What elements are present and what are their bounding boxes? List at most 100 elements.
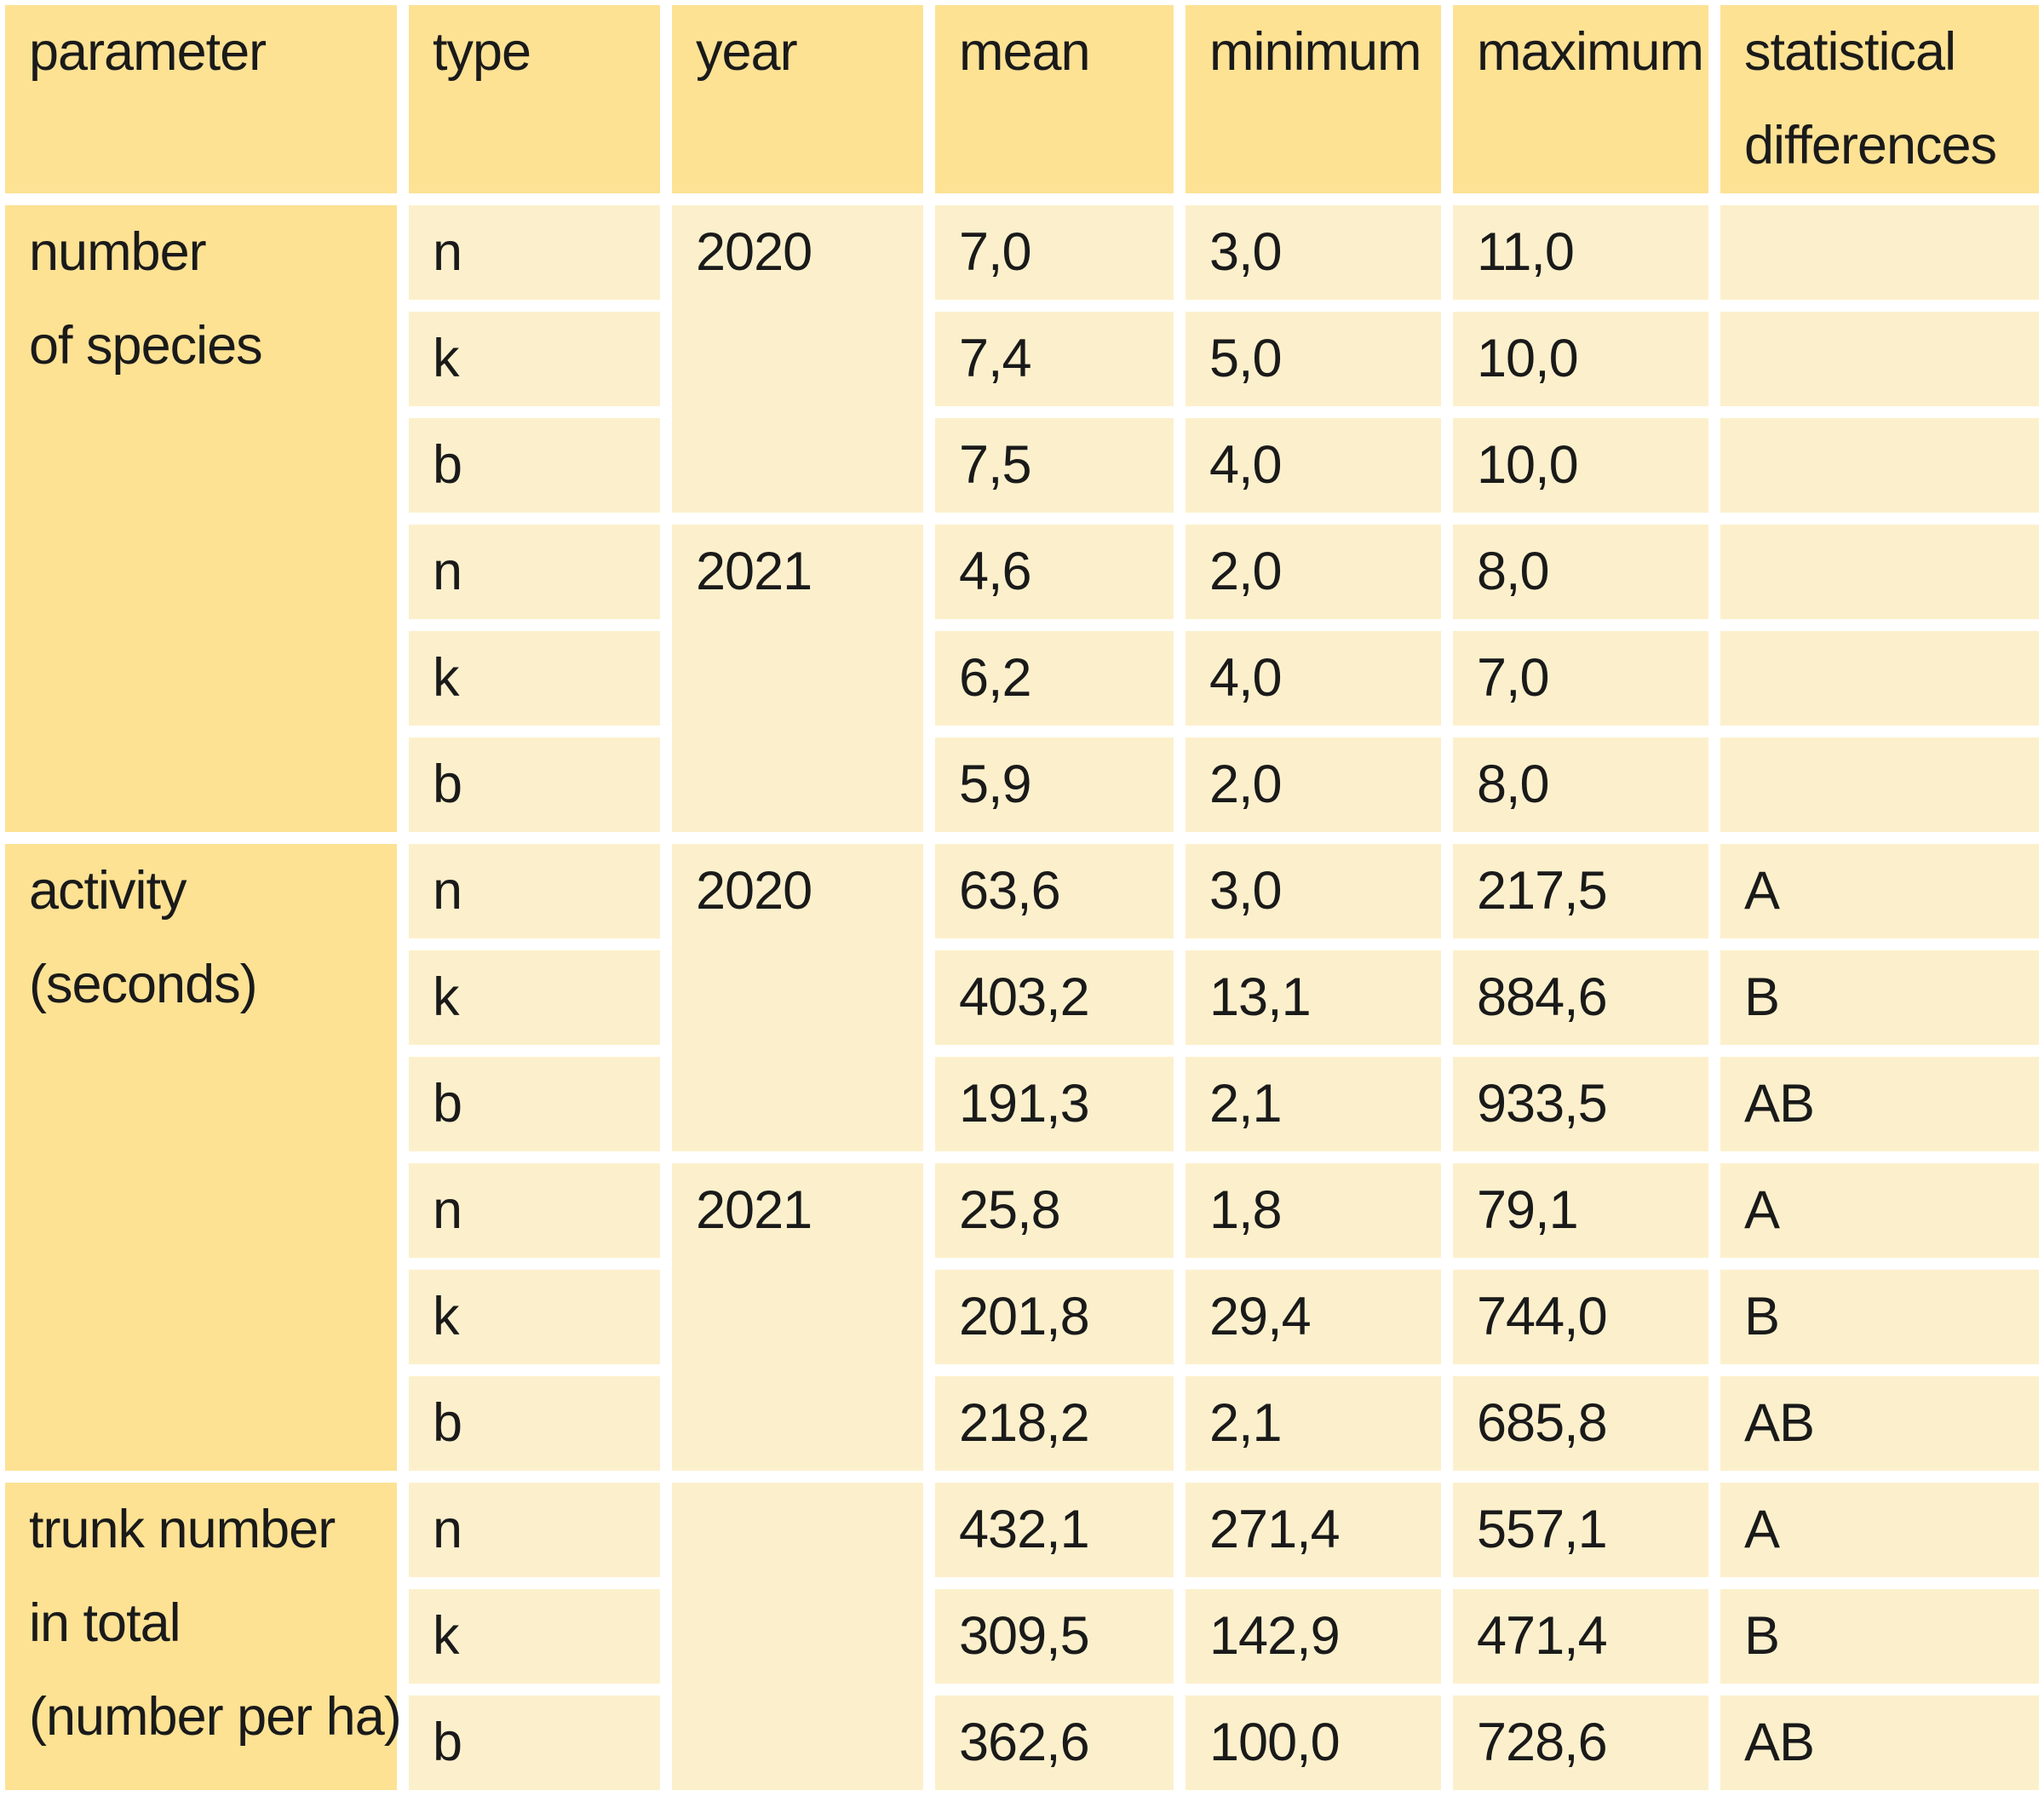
mean-cell: 191,3 [935, 1056, 1174, 1151]
header-cell-minimum: minimum [1186, 5, 1441, 193]
maximum-cell: 933,5 [1453, 1056, 1708, 1151]
table-row: k 6,2 4,0 7,0 [5, 630, 2039, 726]
type-cell: n [409, 1482, 660, 1577]
table-row: k 403,2 13,1 884,6 B [5, 950, 2039, 1045]
mean-cell: 7,4 [935, 311, 1174, 406]
parameter-cell-trunk-number: trunk number in total (number per ha) [5, 1482, 402, 1790]
header-cell-maximum: maximum [1453, 5, 1708, 193]
minimum-cell: 2,1 [1186, 1056, 1441, 1151]
table-row: n 2021 4,6 2,0 8,0 [5, 524, 2039, 832]
minimum-cell: 142,9 [1186, 1588, 1441, 1684]
table-row: activity (seconds) n 2020 63,6 3,0 217,5… [5, 843, 2039, 1471]
mean-cell: 5,9 [935, 737, 1174, 832]
table-row: k 201,8 29,4 744,0 B [5, 1269, 2039, 1364]
table-row: k 7,4 5,0 10,0 [5, 311, 2039, 406]
type-cell: b [409, 1375, 660, 1471]
stat-cell: B [1720, 1269, 2039, 1364]
header-cell-year: year [672, 5, 923, 193]
maximum-cell: 884,6 [1453, 950, 1708, 1045]
minimum-cell: 2,0 [1186, 524, 1441, 619]
stat-cell [1720, 524, 2039, 619]
stat-cell: AB [1720, 1695, 2039, 1790]
minimum-cell: 13,1 [1186, 950, 1441, 1045]
stat-cell: B [1720, 950, 2039, 1045]
stat-cell: A [1720, 843, 2039, 938]
type-cell: b [409, 737, 660, 832]
minimum-cell: 100,0 [1186, 1695, 1441, 1790]
minimum-cell: 271,4 [1186, 1482, 1441, 1577]
stat-cell: A [1720, 1162, 2039, 1258]
maximum-cell: 11,0 [1453, 204, 1708, 300]
stat-cell [1720, 737, 2039, 832]
mean-cell: 63,6 [935, 843, 1174, 938]
maximum-cell: 7,0 [1453, 630, 1708, 726]
maximum-cell: 217,5 [1453, 843, 1708, 938]
mean-cell: 201,8 [935, 1269, 1174, 1364]
header-cell-mean: mean [935, 5, 1174, 193]
type-cell: k [409, 1588, 660, 1684]
year-cell-2020: 2020 [672, 204, 923, 513]
table-row: n 2021 25,8 1,8 79,1 A [5, 1162, 2039, 1471]
maximum-cell: 8,0 [1453, 737, 1708, 832]
minimum-cell: 2,0 [1186, 737, 1441, 832]
stat-cell [1720, 417, 2039, 513]
stat-cell: AB [1720, 1056, 2039, 1151]
minimum-cell: 4,0 [1186, 630, 1441, 726]
maximum-cell: 8,0 [1453, 524, 1708, 619]
header-cell-type: type [409, 5, 660, 193]
mean-cell: 218,2 [935, 1375, 1174, 1471]
type-cell: k [409, 950, 660, 1045]
mean-cell: 7,0 [935, 204, 1174, 300]
maximum-cell: 10,0 [1453, 311, 1708, 406]
maximum-cell: 10,0 [1453, 417, 1708, 513]
maximum-cell: 471,4 [1453, 1588, 1708, 1684]
type-cell: n [409, 1162, 660, 1258]
stat-cell [1720, 311, 2039, 406]
maximum-cell: 685,8 [1453, 1375, 1708, 1471]
type-cell: k [409, 630, 660, 726]
year-cell-2020: 2020 [672, 843, 923, 1151]
stat-cell [1720, 204, 2039, 300]
stat-cell: A [1720, 1482, 2039, 1577]
minimum-cell: 5,0 [1186, 311, 1441, 406]
stat-cell [1720, 630, 2039, 726]
year-cell-2021: 2021 [672, 1162, 923, 1471]
mean-cell: 4,6 [935, 524, 1174, 619]
table-row: b 218,2 2,1 685,8 AB [5, 1375, 2039, 1471]
stat-cell: AB [1720, 1375, 2039, 1471]
header-row: parameter type year mean minimum maximum… [5, 5, 2039, 193]
mean-cell: 6,2 [935, 630, 1174, 726]
maximum-cell: 728,6 [1453, 1695, 1708, 1790]
type-cell: k [409, 1269, 660, 1364]
header-cell-statistical-differences: statistical differences [1720, 5, 2039, 193]
minimum-cell: 2,1 [1186, 1375, 1441, 1471]
minimum-cell: 3,0 [1186, 843, 1441, 938]
parameter-cell-activity: activity (seconds) [5, 843, 397, 1471]
mean-cell: 432,1 [935, 1482, 1174, 1577]
minimum-cell: 29,4 [1186, 1269, 1441, 1364]
table-row: b 5,9 2,0 8,0 [5, 737, 2039, 832]
table-row: b 191,3 2,1 933,5 AB [5, 1056, 2039, 1151]
parameter-cell-number-of-species: number of species [5, 204, 397, 832]
mean-cell: 7,5 [935, 417, 1174, 513]
year-cell-empty [672, 1482, 923, 1790]
type-cell: b [409, 417, 660, 513]
mean-cell: 403,2 [935, 950, 1174, 1045]
type-cell: n [409, 843, 660, 938]
minimum-cell: 3,0 [1186, 204, 1441, 300]
minimum-cell: 1,8 [1186, 1162, 1441, 1258]
maximum-cell: 79,1 [1453, 1162, 1708, 1258]
year-cell-2021: 2021 [672, 524, 923, 832]
table-row: k 309,5 142,9 471,4 B [5, 1588, 2039, 1684]
maximum-cell: 557,1 [1453, 1482, 1708, 1577]
minimum-cell: 4,0 [1186, 417, 1441, 513]
table-row: number of species n 2020 7,0 3,0 11,0 [5, 204, 2039, 832]
maximum-cell: 744,0 [1453, 1269, 1708, 1364]
type-cell: b [409, 1695, 660, 1790]
type-cell: b [409, 1056, 660, 1151]
table-row: trunk number in total (number per ha) n … [5, 1482, 2039, 1790]
type-cell: n [409, 524, 660, 619]
table-row: b 7,5 4,0 10,0 [5, 417, 2039, 513]
header-cell-parameter: parameter [5, 5, 397, 193]
mean-cell: 25,8 [935, 1162, 1174, 1258]
